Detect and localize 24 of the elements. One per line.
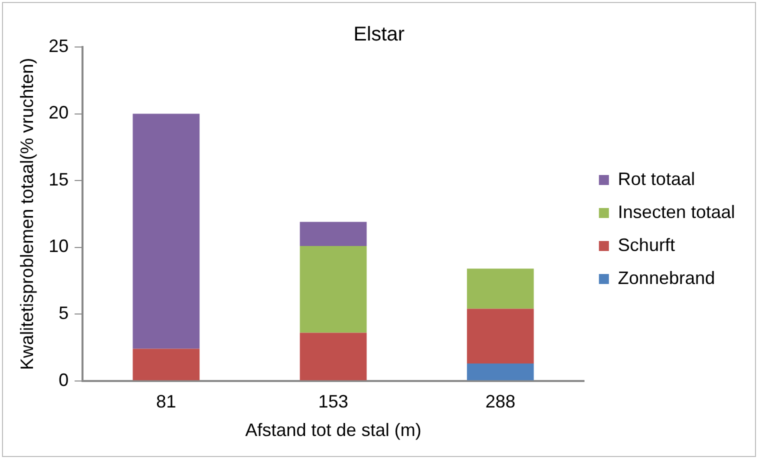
y-tick-label: 15 — [48, 169, 69, 190]
x-axis-title: Afstand tot de stal (m) — [245, 420, 422, 440]
chart-title: Elstar — [353, 24, 405, 46]
legend-label: Zonnebrand — [618, 268, 715, 288]
bar — [132, 114, 200, 349]
x-tick-label: 153 — [318, 392, 348, 412]
legend-label: Insecten totaal — [618, 202, 736, 222]
legend-label: Schurft — [618, 234, 675, 255]
bar — [300, 246, 367, 333]
bar — [300, 222, 367, 246]
y-axis-title: Kwalitetisproblemen totaal(% vruchten) — [16, 58, 37, 370]
legend-label: Rot totaal — [618, 168, 695, 189]
y-tick-label: 10 — [48, 236, 69, 256]
y-tick-label: 5 — [58, 303, 69, 324]
y-tick-label: 0 — [58, 370, 69, 390]
bar — [132, 348, 200, 380]
y-tick-label: 25 — [48, 36, 69, 56]
bar — [466, 268, 534, 309]
x-tick-label: 288 — [485, 392, 516, 412]
y-tick-label: 20 — [48, 102, 69, 123]
bar — [466, 308, 534, 364]
x-tick-label: 81 — [156, 392, 176, 412]
bar — [300, 332, 367, 380]
bar — [466, 363, 534, 380]
